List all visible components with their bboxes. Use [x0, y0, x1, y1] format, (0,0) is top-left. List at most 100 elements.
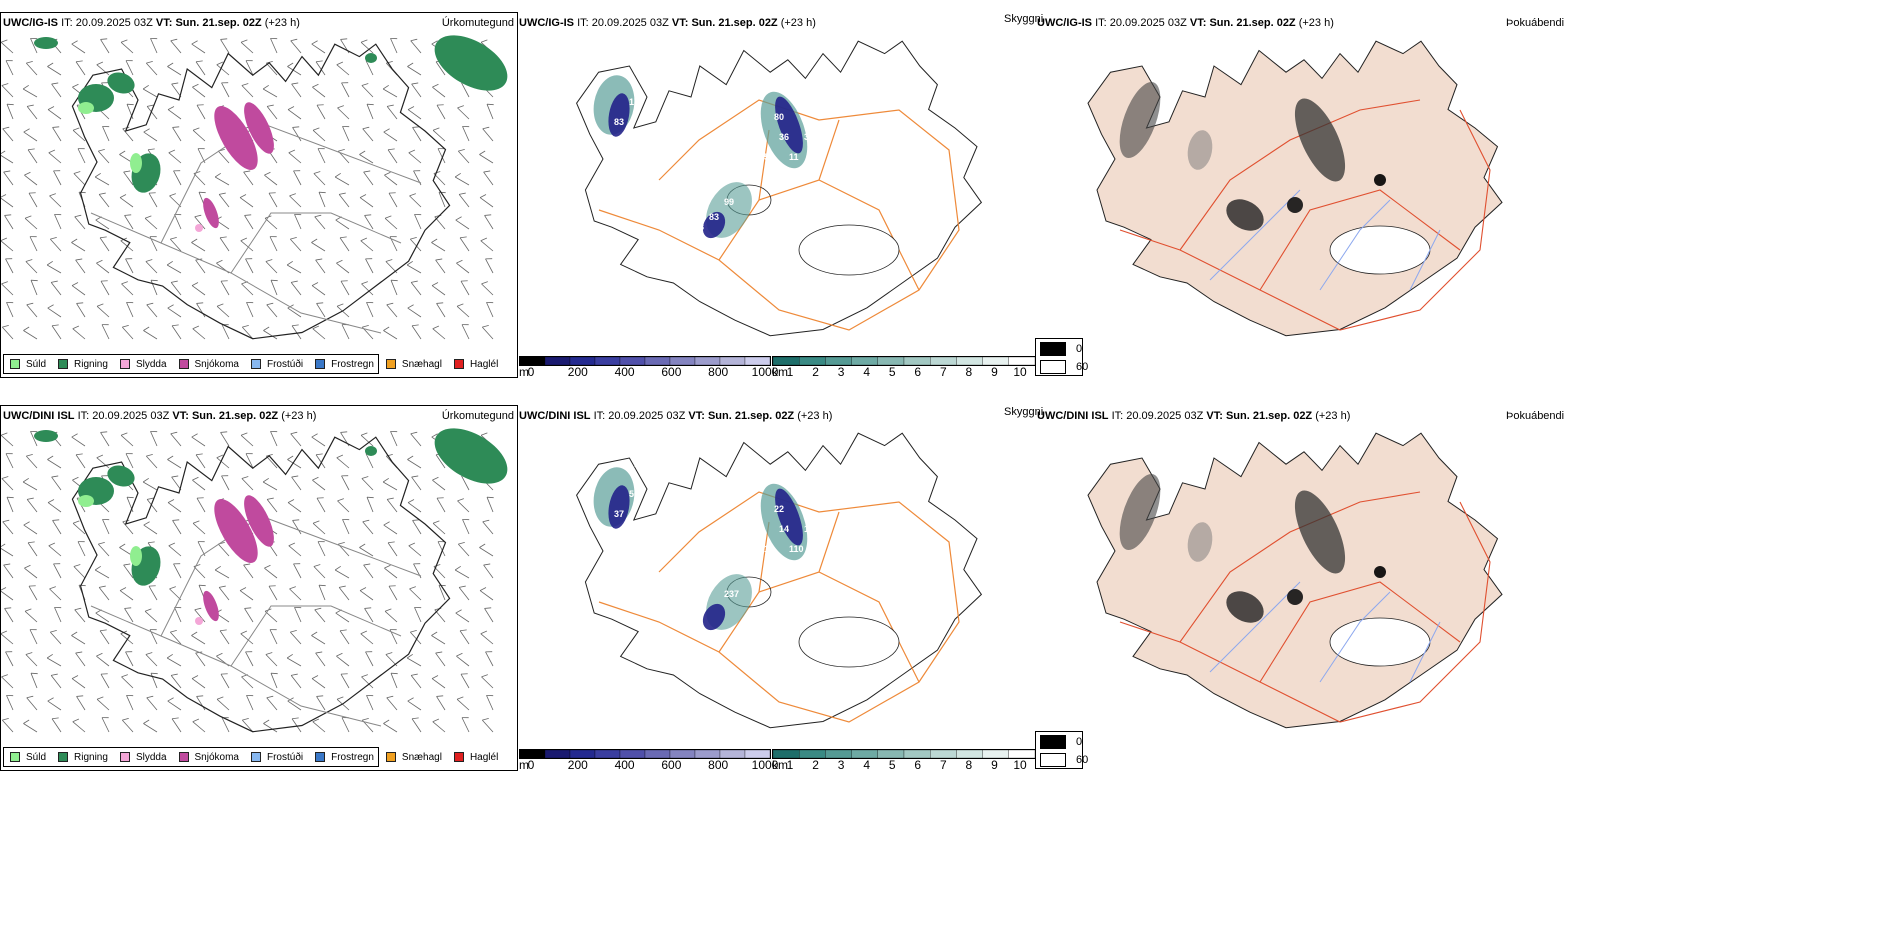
wind-barb — [167, 697, 182, 711]
wind-barb — [382, 84, 398, 98]
height-colorbar-segment — [644, 750, 671, 758]
wind-barb — [359, 587, 374, 601]
wind-barb — [95, 216, 110, 230]
wind-barb — [196, 497, 206, 513]
wind-barb — [126, 301, 134, 318]
wind-barb — [1, 432, 14, 447]
legend-label: Súld — [26, 358, 47, 370]
vt-value: Sun. 21.sep. 02Z — [691, 17, 778, 29]
colorbar-tick-label: 1000 — [751, 365, 779, 379]
wind-barb — [3, 563, 14, 579]
wind-barb — [245, 453, 254, 469]
wind-barb — [437, 541, 446, 557]
wind-barb — [460, 280, 470, 296]
wind-barb — [311, 238, 326, 252]
wind-barb — [270, 672, 278, 689]
fog-area — [1374, 566, 1386, 578]
wind-barb — [145, 60, 158, 76]
vt-label: VT: — [1206, 410, 1223, 422]
lead-time: (+23 h) — [797, 410, 833, 422]
rain-area — [365, 53, 377, 63]
wind-barb — [364, 214, 374, 230]
fog-area — [1287, 197, 1303, 213]
it-label: IT: — [1111, 410, 1124, 422]
wind-barb — [435, 258, 446, 274]
wind-barb — [174, 213, 182, 230]
wind-barb — [26, 104, 38, 120]
visibility-value-label: 29 — [659, 127, 669, 137]
visibility-unit: km — [772, 758, 788, 772]
wind-barb — [241, 83, 254, 98]
legend-swatch — [10, 752, 20, 762]
wind-barb — [412, 126, 422, 142]
visibility-value-label: 103 — [634, 459, 649, 469]
wind-barb — [54, 606, 62, 623]
wind-barb — [150, 279, 158, 296]
visibility-colorbar-segment — [1008, 357, 1035, 365]
fog-panel-top — [1060, 30, 1540, 360]
visibility-value-label: 36 — [779, 132, 789, 142]
legend-item: Slydda — [119, 751, 167, 763]
wind-barb — [219, 236, 230, 252]
low-visibility-area — [608, 485, 630, 529]
wind-barb — [1, 717, 14, 733]
colorbar-tick-label: 10 — [1013, 365, 1027, 379]
height-colorbar-segment — [719, 750, 746, 758]
wind-barb — [455, 609, 470, 623]
wind-barb — [239, 587, 254, 601]
wind-barb — [25, 652, 38, 667]
wind-barb — [120, 39, 134, 54]
wind-barb — [385, 453, 398, 469]
height-unit: m — [519, 365, 529, 379]
legend-label: Slydda — [135, 751, 167, 763]
wind-barb — [288, 542, 302, 557]
roads — [598, 491, 960, 723]
wind-barb — [432, 325, 446, 340]
wind-barb — [150, 430, 158, 447]
wind-barb — [289, 586, 302, 601]
wind-barb — [168, 149, 182, 164]
wind-barb — [266, 695, 278, 711]
wind-barb — [390, 430, 398, 447]
wind-barb — [192, 718, 206, 733]
wind-barb — [270, 430, 278, 447]
wind-barb — [125, 651, 134, 667]
wind-barb — [311, 433, 326, 447]
wind-barb — [361, 83, 374, 98]
roads — [90, 515, 422, 727]
wind-barb — [245, 258, 254, 274]
wind-barb — [122, 126, 134, 142]
wind-barb — [411, 717, 422, 733]
wind-barb — [294, 606, 302, 623]
legend-swatch — [250, 359, 261, 369]
visibility-value-label: 124 — [734, 117, 749, 127]
rain-area — [434, 428, 508, 484]
wind-barb — [100, 673, 110, 689]
wind-barb — [196, 104, 206, 120]
wind-barb — [243, 170, 254, 186]
wind-barb — [335, 216, 350, 230]
wind-barb — [220, 38, 230, 54]
visibility-colorbar-segment — [956, 357, 983, 365]
rivers — [1209, 581, 1441, 683]
colorbar-tick-label: 800 — [708, 758, 729, 772]
wind-barb — [364, 607, 374, 623]
glacier-outline — [1329, 225, 1431, 275]
wind-barb — [72, 127, 86, 142]
wind-barb — [146, 497, 158, 513]
legend-swatch — [315, 752, 326, 762]
legend-label: Rigning — [74, 751, 108, 763]
visibility-colorbar-segment — [799, 750, 826, 758]
wind-barb — [244, 214, 254, 230]
wind-barb — [270, 279, 278, 296]
fog-legend-label: 60 — [1076, 361, 1089, 373]
wind-barb — [314, 214, 326, 230]
precip-map-bottom — [1, 428, 508, 733]
visibility-value-label: 12 — [804, 524, 814, 534]
wind-barb — [338, 192, 350, 208]
wind-barb — [170, 38, 182, 54]
visibility-value-label: 99 — [724, 197, 734, 207]
wind-barb — [293, 170, 302, 186]
legend-item: Snæhagl — [385, 752, 442, 763]
wind-barb — [270, 37, 278, 54]
